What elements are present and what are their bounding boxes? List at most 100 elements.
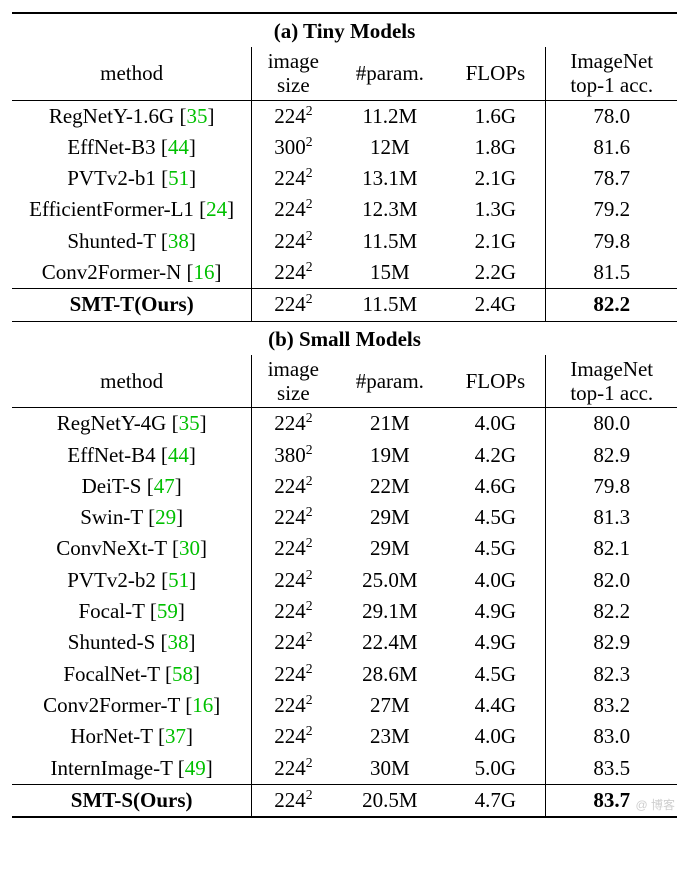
cell-flops: 2.4G <box>445 289 546 321</box>
cell-flops: 4.4G <box>445 690 546 721</box>
table-row: PVTv2-b2 [51]224225.0M4.0G82.0 <box>12 565 677 596</box>
citation: 38 <box>168 229 189 253</box>
cell-param: 27M <box>334 690 445 721</box>
cell-method: FocalNet-T [58] <box>12 659 252 690</box>
cell-method: InternImage-T [49] <box>12 753 252 785</box>
cell-image-size: 2242 <box>252 659 335 690</box>
cell-image-size: 2242 <box>252 784 335 817</box>
table-row: RegNetY-4G [35]224221M4.0G80.0 <box>12 408 677 440</box>
citation: 35 <box>186 104 207 128</box>
cell-acc: 79.2 <box>546 194 677 225</box>
cell-acc: 81.6 <box>546 132 677 163</box>
col-param: #param. <box>334 355 445 408</box>
table-row: EffNet-B3 [44]300212M1.8G81.6 <box>12 132 677 163</box>
cell-acc: 82.0 <box>546 565 677 596</box>
cell-param: 15M <box>334 257 445 289</box>
cell-flops: 1.6G <box>445 100 546 132</box>
cell-method: EffNet-B4 [44] <box>12 440 252 471</box>
citation: 47 <box>154 474 175 498</box>
cell-method: SMT-T(Ours) <box>12 289 252 321</box>
cell-flops: 2.1G <box>445 163 546 194</box>
cell-flops: 4.0G <box>445 408 546 440</box>
table-row: Conv2Former-N [16]224215M2.2G81.5 <box>12 257 677 289</box>
cell-acc: 80.0 <box>546 408 677 440</box>
cell-acc: 81.3 <box>546 502 677 533</box>
cell-param: 12.3M <box>334 194 445 225</box>
cell-param: 29M <box>334 502 445 533</box>
cell-method: Swin-T [29] <box>12 502 252 533</box>
citation: 16 <box>194 260 215 284</box>
cell-image-size: 2242 <box>252 289 335 321</box>
table-row: Shunted-S [38]224222.4M4.9G82.9 <box>12 627 677 658</box>
cell-param: 22.4M <box>334 627 445 658</box>
cell-param: 25.0M <box>334 565 445 596</box>
cell-acc: 83.2 <box>546 690 677 721</box>
cell-param: 23M <box>334 721 445 752</box>
cell-param: 29.1M <box>334 596 445 627</box>
citation: 37 <box>165 724 186 748</box>
cell-param: 28.6M <box>334 659 445 690</box>
citation: 59 <box>157 599 178 623</box>
citation: 49 <box>185 756 206 780</box>
citation: 24 <box>206 197 227 221</box>
cell-flops: 4.9G <box>445 596 546 627</box>
citation: 35 <box>179 411 200 435</box>
cell-method: PVTv2-b1 [51] <box>12 163 252 194</box>
cell-param: 30M <box>334 753 445 785</box>
cell-flops: 4.0G <box>445 565 546 596</box>
table-row: Conv2Former-T [16]224227M4.4G83.2 <box>12 690 677 721</box>
cell-flops: 4.9G <box>445 627 546 658</box>
cell-method: EfficientFormer-L1 [24] <box>12 194 252 225</box>
citation: 29 <box>155 505 176 529</box>
citation: 51 <box>168 166 189 190</box>
cell-image-size: 2242 <box>252 596 335 627</box>
table-row: RegNetY-1.6G [35]224211.2M1.6G78.0 <box>12 100 677 132</box>
section-title: (b) Small Models <box>12 321 677 355</box>
cell-flops: 4.6G <box>445 471 546 502</box>
table-row: SMT-S(Ours)224220.5M4.7G83.7 <box>12 784 677 817</box>
cell-flops: 2.2G <box>445 257 546 289</box>
cell-image-size: 2242 <box>252 226 335 257</box>
cell-flops: 5.0G <box>445 753 546 785</box>
results-table: (a) Tiny Modelsmethodimagesize#param.FLO… <box>12 12 677 818</box>
cell-acc: 82.2 <box>546 596 677 627</box>
cell-param: 21M <box>334 408 445 440</box>
cell-method: EffNet-B3 [44] <box>12 132 252 163</box>
col-method: method <box>12 355 252 408</box>
cell-flops: 4.2G <box>445 440 546 471</box>
cell-method: Conv2Former-T [16] <box>12 690 252 721</box>
cell-acc: 83.0 <box>546 721 677 752</box>
cell-acc: 82.9 <box>546 627 677 658</box>
cell-flops: 1.3G <box>445 194 546 225</box>
cell-image-size: 2242 <box>252 627 335 658</box>
citation: 38 <box>168 630 189 654</box>
col-flops: FLOPs <box>445 355 546 408</box>
citation: 51 <box>168 568 189 592</box>
cell-param: 11.5M <box>334 226 445 257</box>
cell-image-size: 2242 <box>252 194 335 225</box>
cell-method: RegNetY-1.6G [35] <box>12 100 252 132</box>
col-method: method <box>12 47 252 100</box>
col-image-size: imagesize <box>252 47 335 100</box>
section-title: (a) Tiny Models <box>12 13 677 47</box>
cell-flops: 4.7G <box>445 784 546 817</box>
cell-acc: 83.5 <box>546 753 677 785</box>
cell-flops: 4.5G <box>445 659 546 690</box>
cell-image-size: 3802 <box>252 440 335 471</box>
cell-acc: 83.7 <box>546 784 677 817</box>
cell-param: 29M <box>334 533 445 564</box>
table-row: Swin-T [29]224229M4.5G81.3 <box>12 502 677 533</box>
cell-param: 12M <box>334 132 445 163</box>
cell-image-size: 2242 <box>252 753 335 785</box>
col-param: #param. <box>334 47 445 100</box>
cell-acc: 78.7 <box>546 163 677 194</box>
table-row: InternImage-T [49]224230M5.0G83.5 <box>12 753 677 785</box>
cell-acc: 82.3 <box>546 659 677 690</box>
cell-method: Shunted-T [38] <box>12 226 252 257</box>
cell-method: Focal-T [59] <box>12 596 252 627</box>
cell-param: 13.1M <box>334 163 445 194</box>
cell-param: 20.5M <box>334 784 445 817</box>
col-acc: ImageNettop-1 acc. <box>546 355 677 408</box>
cell-image-size: 2242 <box>252 471 335 502</box>
cell-flops: 4.0G <box>445 721 546 752</box>
